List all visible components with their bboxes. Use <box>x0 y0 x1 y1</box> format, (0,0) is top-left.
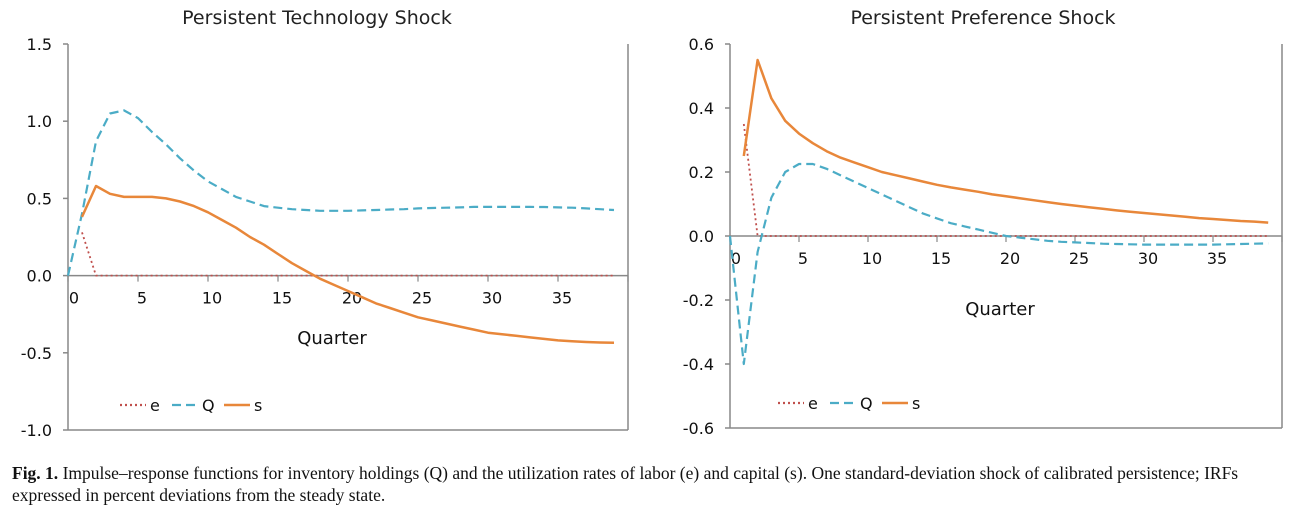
y-axis: 0.6 0.4 0.2 0.0 -0.2 -0.4 -0.6 <box>683 35 1283 438</box>
y-tick-label: -0.4 <box>683 355 714 374</box>
y-tick-label: -0.6 <box>683 419 714 438</box>
chart-title: Persistent Preference Shock <box>850 7 1115 29</box>
x-tick-label: 25 <box>412 289 432 308</box>
x-tick-label: 10 <box>862 249 882 268</box>
y-axis: 1.5 1.0 0.5 0.0 -0.5 -1.0 <box>21 35 629 440</box>
x-axis-label: Quarter <box>297 328 367 349</box>
chart-preference-shock: Persistent Preference Shock 0.6 0.4 0.2 0.0… <box>683 7 1283 438</box>
series-line-Q <box>66 109 615 276</box>
y-tick-label: -0.5 <box>21 344 52 363</box>
x-tick-label: 30 <box>482 289 502 308</box>
x-tick-label: 5 <box>137 289 147 308</box>
x-tick-label: 20 <box>342 289 362 308</box>
x-tick-label: 0 <box>69 289 79 308</box>
legend-label-s: s <box>912 394 920 413</box>
x-axis: 0 5 10 15 20 25 30 35 <box>67 274 629 308</box>
series-line-s <box>742 58 1269 224</box>
series-line-e <box>81 232 614 277</box>
series-group <box>728 58 1269 366</box>
x-tick-label: 35 <box>1207 249 1227 268</box>
y-tick-label: 0.6 <box>689 35 714 54</box>
x-tick-label: 10 <box>202 289 222 308</box>
series-line-e <box>742 123 1269 237</box>
legend-label-e: e <box>150 396 160 415</box>
y-tick-label: -0.2 <box>683 291 714 310</box>
y-tick-label: -1.0 <box>21 421 52 440</box>
legend-label-Q: Q <box>202 396 215 415</box>
x-tick-label: 30 <box>1138 249 1158 268</box>
x-axis: 0 5 10 15 20 25 30 35 <box>729 235 1283 268</box>
x-tick-label: 15 <box>931 249 951 268</box>
figure-caption: Fig. 1. Impulse–response functions for i… <box>12 462 1292 506</box>
y-tick-label: 0.4 <box>689 99 714 118</box>
x-tick-label: 20 <box>1000 249 1020 268</box>
y-tick-label: 0.5 <box>27 189 52 208</box>
x-axis-label: Quarter <box>965 299 1035 320</box>
legend-label-e: e <box>808 394 818 413</box>
x-tick-label: 0 <box>731 249 741 268</box>
series-line-s <box>80 184 615 345</box>
y-tick-label: 0.0 <box>689 227 714 246</box>
x-tick-label: 35 <box>552 289 572 308</box>
x-tick-label: 25 <box>1069 249 1089 268</box>
series-line-Q <box>728 162 1269 366</box>
legend-label-Q: Q <box>860 394 873 413</box>
x-tick-label: 15 <box>272 289 292 308</box>
y-tick-label: 1.0 <box>27 112 52 131</box>
figure-canvas: Persistent Technology Shock 1.5 1.0 0.5 0.0… <box>21 7 1283 440</box>
caption-label: Fig. 1. <box>12 463 59 483</box>
legend-label-s: s <box>254 396 262 415</box>
x-tick-label: 5 <box>798 249 808 268</box>
caption-text: Impulse–response functions for inventory… <box>12 463 1239 505</box>
series-group <box>66 109 615 345</box>
y-tick-label: 1.5 <box>27 35 52 54</box>
y-tick-label: 0.2 <box>689 163 714 182</box>
chart-title: Persistent Technology Shock <box>182 7 452 29</box>
chart-technology-shock: Persistent Technology Shock 1.5 1.0 0.5 0.0… <box>21 7 629 440</box>
y-tick-label: 0.0 <box>27 267 52 286</box>
